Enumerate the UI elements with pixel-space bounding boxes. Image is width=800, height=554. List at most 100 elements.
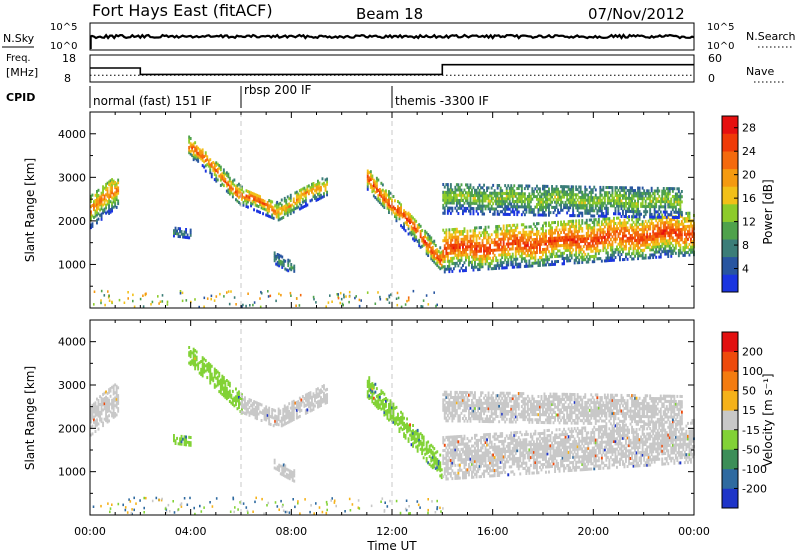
power-cell — [643, 210, 646, 214]
power-cell — [472, 252, 475, 256]
velocity-cell — [317, 405, 319, 409]
power-cell — [489, 264, 492, 268]
power-cell — [641, 235, 644, 239]
power-cell — [536, 240, 538, 244]
power-cell — [242, 303, 244, 307]
power-cell — [677, 228, 680, 232]
power-cell — [542, 237, 544, 241]
power-cell — [623, 247, 626, 251]
power-cell — [566, 246, 569, 250]
power-cell — [449, 206, 452, 210]
power-cell — [605, 212, 608, 216]
power-cell — [499, 240, 502, 244]
power-cell — [674, 228, 677, 232]
power-cell — [674, 244, 677, 248]
power-cell — [486, 196, 489, 200]
power-cell — [581, 203, 584, 207]
power-cell — [640, 235, 643, 239]
velocity-cell — [102, 400, 105, 404]
power-cell — [573, 258, 576, 262]
power-cell — [606, 246, 609, 250]
power-cell — [659, 229, 662, 233]
power-cell — [578, 185, 581, 189]
power-cell — [100, 204, 103, 208]
power-cell — [659, 218, 662, 222]
power-cell — [484, 225, 487, 229]
power-cell — [656, 200, 659, 204]
power-cell — [546, 198, 549, 202]
power-cell — [242, 201, 245, 205]
power-cell — [188, 148, 191, 152]
power-cell — [542, 224, 544, 228]
power-cell — [656, 242, 659, 246]
velocity-cell — [213, 375, 216, 379]
power-cell — [687, 251, 689, 255]
power-cell — [668, 236, 671, 240]
power-cell — [626, 189, 629, 193]
power-cell — [549, 226, 552, 230]
power-cell — [653, 240, 656, 244]
power-cell — [677, 235, 680, 239]
velocity-cell — [115, 392, 118, 396]
power-cell — [276, 263, 279, 267]
power-cell — [289, 209, 292, 213]
power-cell — [566, 198, 569, 202]
velocity-cell — [236, 394, 239, 398]
power-cell — [641, 225, 644, 229]
power-cell — [484, 231, 487, 235]
power-cell — [510, 226, 513, 230]
velocity-cell — [300, 403, 303, 407]
power-cell — [529, 200, 532, 204]
power-cell — [436, 258, 439, 262]
velocity-cell — [236, 396, 239, 400]
power-cell — [537, 232, 540, 236]
power-cell — [532, 261, 535, 265]
power-cell — [323, 184, 325, 188]
power-cell — [600, 204, 603, 208]
power-cell — [114, 204, 117, 208]
power-cell — [197, 159, 200, 163]
velocity-cell — [291, 400, 294, 404]
power-cell — [631, 194, 634, 198]
power-cell — [582, 198, 585, 202]
power-cell — [575, 256, 578, 260]
power-cell — [593, 185, 596, 189]
power-cell — [520, 223, 523, 227]
power-cell — [656, 232, 659, 236]
power-cell — [499, 243, 502, 247]
power-cell — [443, 211, 446, 215]
power-cell — [478, 201, 481, 205]
power-cell — [635, 194, 638, 198]
power-cell — [239, 189, 242, 193]
power-cell — [380, 202, 383, 206]
power-cell — [189, 150, 192, 154]
power-cell — [584, 201, 587, 205]
velocity-cell — [228, 384, 231, 388]
power-cell — [315, 190, 318, 194]
power-cell — [682, 240, 685, 244]
velocity-cell — [306, 403, 309, 407]
power-cell — [321, 182, 324, 186]
velocity-cell — [224, 388, 227, 391]
power-cell — [433, 239, 436, 243]
power-cell — [228, 302, 231, 306]
freq-label-line1: Freq. — [6, 53, 31, 64]
power-cell — [617, 221, 620, 225]
power-cell — [294, 201, 297, 205]
power-cell — [606, 209, 609, 213]
power-cell — [303, 186, 306, 190]
power-cell — [685, 227, 688, 231]
power-cell — [662, 226, 665, 230]
power-cell — [463, 237, 466, 241]
power-cell — [94, 199, 97, 203]
power-cell — [286, 203, 289, 207]
power-cell — [463, 240, 466, 244]
power-cell — [616, 229, 618, 233]
power-cell — [608, 240, 611, 244]
power-cell — [492, 248, 495, 252]
power-cell — [508, 224, 511, 228]
power-cell — [572, 240, 575, 244]
power-cell — [449, 233, 452, 237]
power-cell — [481, 199, 484, 203]
power-cell — [96, 210, 98, 214]
